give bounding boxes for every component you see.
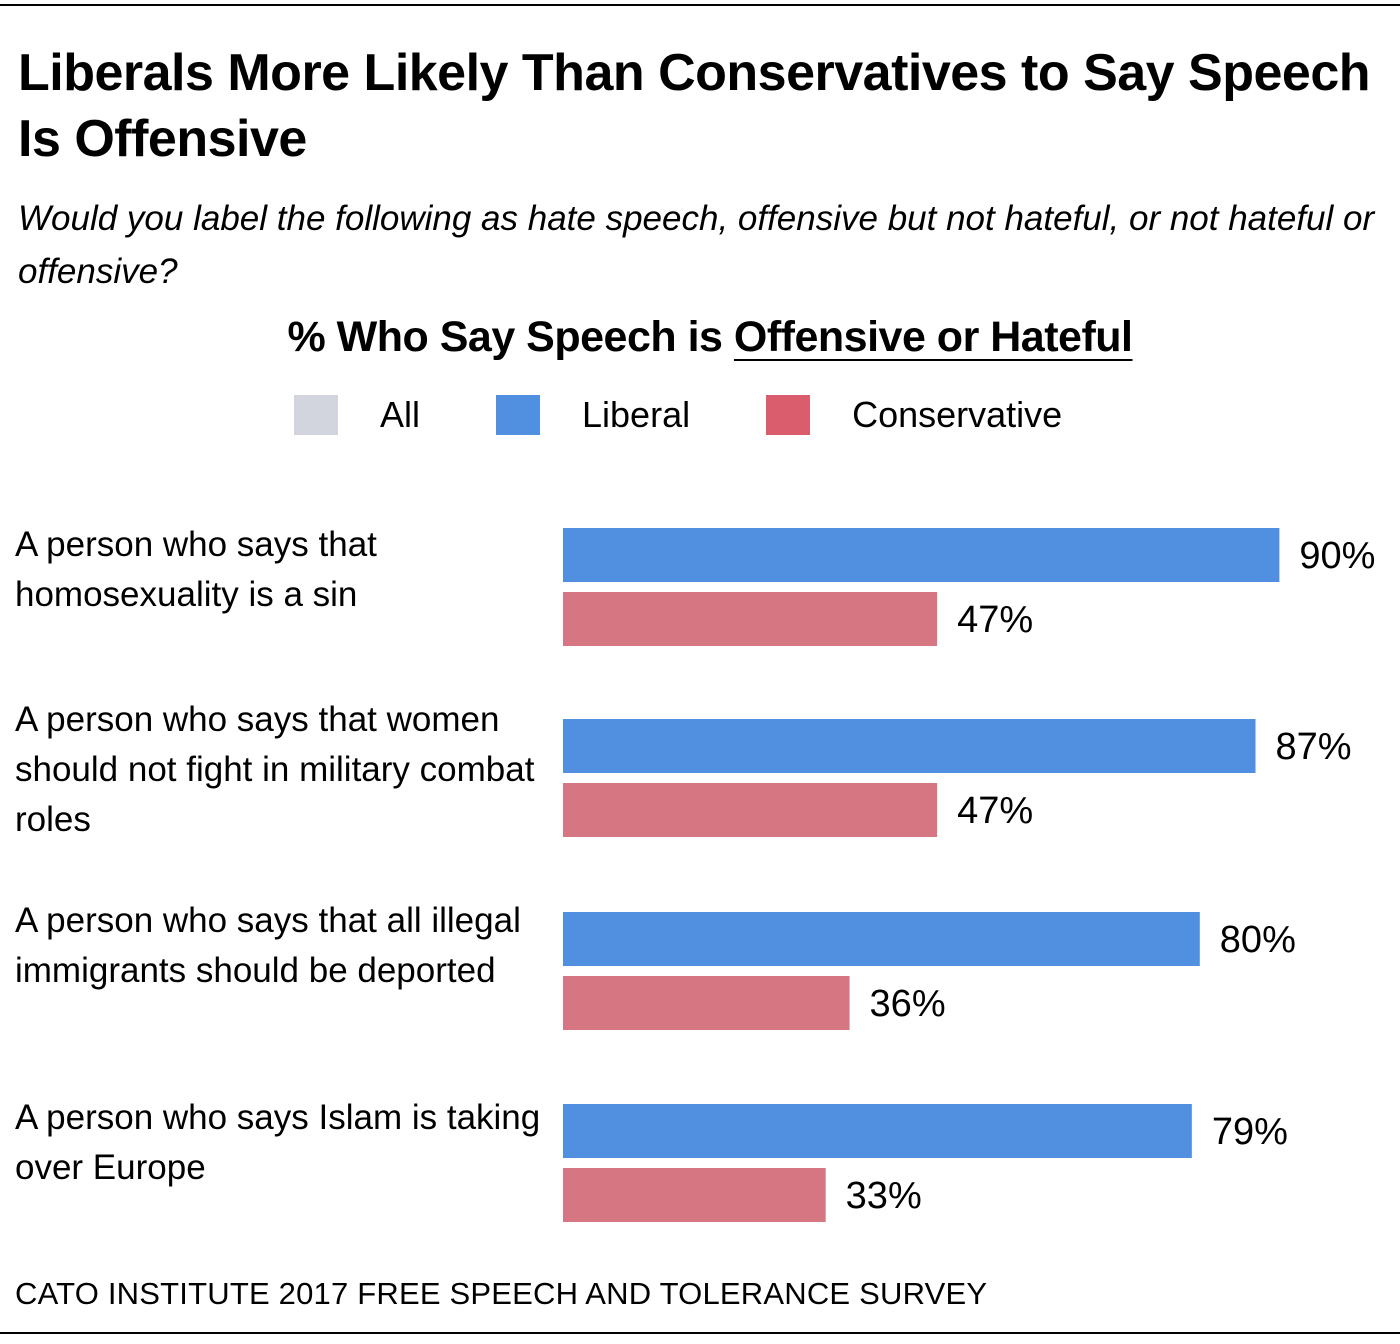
top-rule: [0, 4, 1400, 6]
chart-heading: % Who Say Speech is Offensive or Hateful: [0, 308, 1400, 366]
legend-swatch-all: [294, 395, 338, 435]
data-label-conservative-0: 47%: [957, 599, 1033, 641]
bar-liberal-3: [563, 1104, 1192, 1158]
legend-item-liberal: Liberal: [496, 394, 690, 436]
category-label-homosexuality: A person who says that homosexuality is …: [15, 525, 377, 614]
data-label-conservative-1: 47%: [957, 790, 1033, 832]
data-label-conservative-3: 33%: [846, 1175, 922, 1217]
category-label-women-combat: A person who says that women should not …: [15, 700, 535, 839]
data-label-liberal-2: 80%: [1220, 919, 1296, 961]
legend-item-all: All: [294, 394, 420, 436]
data-label-liberal-1: 87%: [1276, 726, 1352, 768]
legend-swatch-conservative: [766, 395, 811, 435]
legend-label-all: All: [380, 394, 421, 435]
bar-liberal-1: [563, 719, 1256, 773]
bottom-rule: [0, 1332, 1400, 1334]
bar-conservative-2: [563, 976, 850, 1030]
bar-liberal-0: [563, 528, 1280, 582]
data-label-liberal-3: 79%: [1212, 1111, 1288, 1153]
bar-liberal-2: [563, 912, 1200, 966]
bar-conservative-3: [563, 1168, 826, 1222]
heading-prefix: % Who Say Speech is: [287, 313, 734, 361]
chart-title: Liberals More Likely Than Conservatives …: [18, 44, 1371, 168]
legend-label-conservative: Conservative: [852, 394, 1063, 435]
bar-conservative-0: [563, 592, 938, 646]
bar-conservative-1: [563, 783, 938, 837]
category-label-immigrants: A person who says that all illegal immig…: [15, 901, 521, 990]
category-label-islam: A person who says Islam is taking over E…: [15, 1098, 541, 1187]
legend-label-liberal: Liberal: [582, 394, 691, 435]
legend: All Liberal Conservative: [294, 390, 1062, 440]
data-label-conservative-2: 36%: [870, 983, 946, 1025]
data-label-liberal-0: 90%: [1299, 535, 1375, 577]
legend-swatch-liberal: [496, 395, 541, 435]
source-note: CATO INSTITUTE 2017 FREE SPEECH AND TOLE…: [15, 1276, 988, 1311]
chart-subtitle: Would you label the following as hate sp…: [18, 199, 1375, 291]
heading-emphasis: Offensive or Hateful: [733, 313, 1133, 361]
legend-item-conservative: Conservative: [766, 394, 1062, 436]
